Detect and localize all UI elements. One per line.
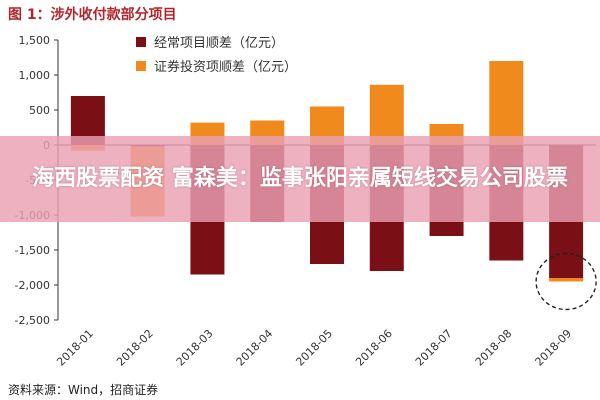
highlight-circle: [535, 252, 597, 311]
x-tick-label: 2018-01: [54, 327, 96, 369]
y-tick-label: 500: [29, 104, 50, 117]
y-tick-label: 1,500: [19, 34, 51, 47]
x-tick-label: 2018-02: [114, 327, 156, 369]
y-tick-label: -2,000: [15, 279, 50, 292]
legend-swatch: [136, 37, 146, 47]
bar-series2: [489, 61, 524, 145]
x-tick-label: 2018-09: [533, 327, 575, 369]
figure-title: 图 1：涉外收付款部分项目: [8, 7, 177, 23]
y-tick-label: -1,500: [15, 244, 50, 257]
overlay-banner: 海西股票配资 富森美：监事张阳亲属短线交易公司股票: [0, 136, 600, 222]
x-tick-label: 2018-03: [174, 327, 216, 369]
x-tick-label: 2018-07: [413, 327, 455, 369]
bar-series2: [369, 84, 404, 145]
banner-text: 海西股票配资 富森美：监事张阳亲属短线交易公司股票: [32, 166, 568, 191]
y-tick-label: -2,500: [15, 314, 50, 327]
x-tick-label: 2018-06: [353, 327, 395, 369]
x-tick-label: 2018-04: [234, 327, 276, 369]
bar-series2: [549, 278, 584, 282]
y-tick-label: 1,000: [19, 69, 51, 82]
x-tick-label: 2018-08: [473, 327, 515, 369]
legend-label: 证券投资项顺差（亿元）: [154, 59, 297, 75]
legend-label: 经常项目顺差（亿元）: [154, 36, 284, 51]
legend-swatch: [136, 61, 146, 71]
source-note: 资料来源：Wind，招商证券: [8, 383, 159, 397]
x-tick-label: 2018-05: [293, 327, 335, 369]
